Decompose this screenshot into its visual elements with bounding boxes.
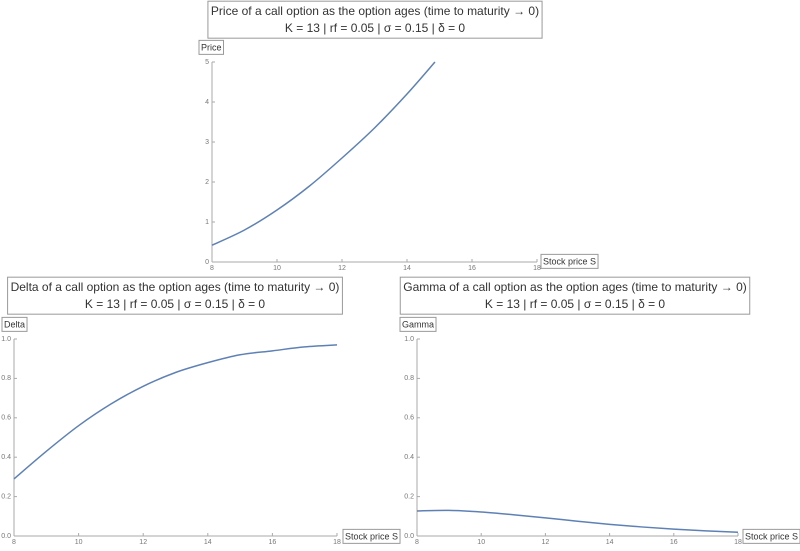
y-tick-label: 0.0 (1, 533, 11, 540)
data-line (13, 344, 338, 480)
y-axis-label-frame (399, 316, 437, 332)
y-axis-label: Delta (4, 319, 25, 329)
y-tick-label: 0.2 (1, 493, 11, 500)
chart-title: Delta of a call option as the option age… (11, 280, 340, 294)
x-tick-label: 14 (403, 265, 411, 272)
chart-subtitle: K = 13 | rf = 0.05 | σ = 0.15 | δ = 0 (285, 21, 466, 35)
x-tick-label: 18 (533, 265, 541, 272)
y-axis-label: Gamma (402, 319, 434, 329)
x-axis-label-box: Stock price S (342, 528, 401, 544)
y-tick-label: 0.8 (1, 375, 11, 382)
y-axis-label-frame (198, 39, 225, 55)
y-tick-label: 1 (205, 219, 209, 226)
x-tick-label: 10 (75, 539, 83, 546)
y-axis-label-frame (1, 316, 28, 332)
x-axis-label: Stock price S (745, 531, 798, 541)
x-axis-label-box: Stock price S (540, 253, 599, 269)
y-tick-label: 3 (205, 139, 209, 146)
y-axis-label: Price (201, 42, 222, 52)
chart-subtitle: K = 13 | rf = 0.05 | σ = 0.15 | δ = 0 (485, 297, 666, 311)
y-tick-label: 4 (205, 99, 209, 106)
x-tick-label: 16 (670, 539, 678, 546)
y-tick-label: 2 (205, 179, 209, 186)
title-frame (207, 0, 543, 39)
y-tick-label: 0.6 (404, 415, 414, 422)
x-tick-label: 12 (139, 539, 147, 546)
x-tick-label: 8 (415, 539, 419, 546)
x-axis-label-frame (342, 528, 401, 544)
x-axis-label: Stock price S (345, 531, 398, 541)
y-tick-label: 1.0 (1, 336, 11, 343)
x-tick-label: 8 (12, 539, 16, 546)
x-tick-label: 18 (333, 539, 341, 546)
y-tick-label: 0.8 (404, 375, 414, 382)
x-tick-label: 10 (477, 539, 485, 546)
y-tick-label: 0.0 (404, 533, 414, 540)
title-box: Price of a call option as the option age… (207, 0, 543, 39)
y-tick-label: 0 (205, 259, 209, 266)
x-tick-label: 18 (734, 539, 742, 546)
y-axis-label-box: Price (198, 39, 225, 55)
title-box: Delta of a call option as the option age… (7, 276, 343, 315)
x-tick-label: 10 (273, 265, 281, 272)
chart-title: Gamma of a call option as the option age… (403, 280, 747, 294)
x-axis-label-frame (742, 528, 800, 544)
y-axis-label-box: Delta (1, 316, 28, 332)
chart-title: Price of a call option as the option age… (211, 4, 539, 18)
x-tick-label: 8 (210, 265, 214, 272)
chart-subtitle: K = 13 | rf = 0.05 | σ = 0.15 | δ = 0 (85, 297, 266, 311)
title-frame (399, 276, 751, 315)
data-line (416, 509, 739, 534)
y-tick-label: 0.4 (1, 454, 11, 461)
y-tick-label: 0.4 (404, 454, 414, 461)
x-tick-label: 12 (542, 539, 550, 546)
x-axis-label-frame (540, 253, 599, 269)
x-tick-label: 16 (269, 539, 277, 546)
y-tick-label: 1.0 (404, 336, 414, 343)
title-frame (7, 276, 343, 315)
y-tick-label: 0.2 (404, 493, 414, 500)
x-tick-label: 14 (204, 539, 212, 546)
data-line (211, 61, 436, 246)
x-tick-label: 16 (468, 265, 476, 272)
title-box: Gamma of a call option as the option age… (399, 276, 751, 315)
x-tick-label: 12 (338, 265, 346, 272)
x-axis-label: Stock price S (543, 256, 596, 266)
y-tick-label: 5 (205, 59, 209, 66)
x-axis-label-box: Stock price S (742, 528, 800, 544)
y-axis-label-box: Gamma (399, 316, 437, 332)
x-tick-label: 14 (606, 539, 614, 546)
y-tick-label: 0.6 (1, 415, 11, 422)
